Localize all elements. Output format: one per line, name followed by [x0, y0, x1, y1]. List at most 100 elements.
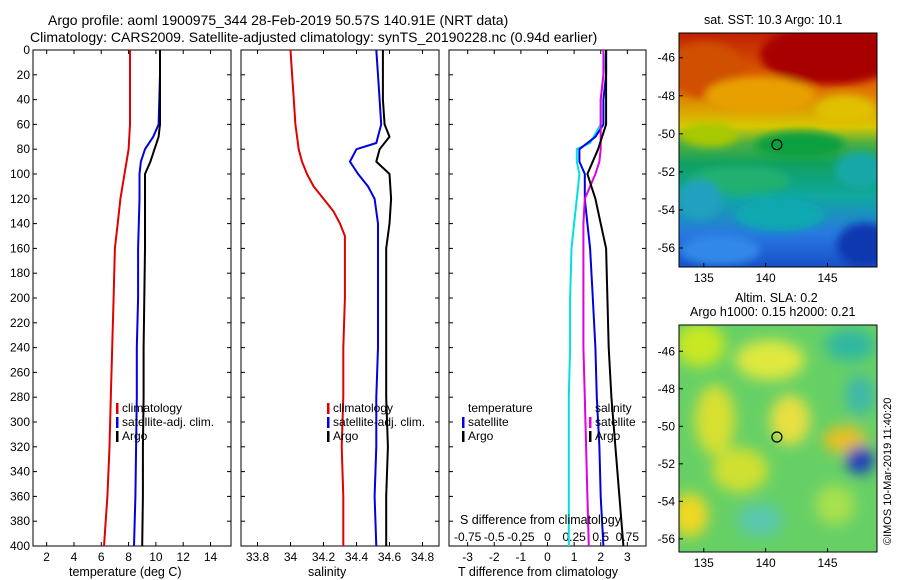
- legend-entry: Argo: [333, 429, 359, 443]
- salinity-panel: 33.8 34 34.2 34.4 34.6 34.8 climatologysatelli…: [240, 49, 440, 579]
- map-ytick-label: -52: [658, 165, 676, 179]
- legend-swatch: [589, 417, 592, 428]
- map-ytick-label: -50: [658, 419, 676, 433]
- legend-swatch: [116, 431, 119, 442]
- sst-map-panel: sat. SST: 10.3 Argo: 10.1 -46 -48 -50 -52 -5…: [658, 13, 878, 285]
- sla-map-image: [679, 325, 877, 552]
- difference-panel-series-temperature-argo: [586, 50, 625, 547]
- map-ytick-label: -46: [658, 344, 676, 358]
- sst-map-title: sat. SST: 10.3 Argo: 10.1: [704, 13, 842, 27]
- legend-entry: Argo: [595, 429, 621, 443]
- salinity-panel-xtick-label: 34.6: [378, 550, 402, 564]
- temperature-panel-xtick-label: 4: [71, 550, 78, 564]
- difference-panel-series-salinity-argo: [582, 50, 605, 547]
- depth-tick-label: 320: [10, 440, 30, 454]
- depth-tick-label: 80: [17, 142, 31, 156]
- depth-tick-label: 200: [10, 291, 30, 305]
- temperature-panel-series-climatology: [103, 50, 131, 547]
- map-ytick-label: -54: [658, 203, 676, 217]
- depth-tick-label: 180: [10, 266, 30, 280]
- legend-entry: climatology: [333, 401, 393, 415]
- legend-swatch: [327, 403, 330, 414]
- sla-map-frame: [678, 324, 878, 553]
- difference-panel-xtick-label: -1: [516, 550, 527, 564]
- map-ytick-label: -56: [658, 532, 676, 546]
- legend-entry: Argo: [122, 429, 148, 443]
- temperature-panel-xtick-label: 6: [98, 550, 105, 564]
- depth-tick-label: 60: [17, 117, 31, 131]
- legend-swatch: [116, 403, 119, 414]
- difference-panel-xtick-label: -3: [462, 550, 473, 564]
- salinity-panel-series-satellite-adj-clim-: [348, 49, 383, 547]
- difference-panel-xtick-label: 2: [597, 550, 604, 564]
- s-diff-tick-label: -0.25: [507, 530, 535, 544]
- temperature-x-axis-label: temperature (deg C): [69, 565, 182, 579]
- legend-swatch: [327, 431, 330, 442]
- legend-entry: salinity: [595, 401, 632, 415]
- figure-title-line2: Climatology: CARS2009. Satellite-adjuste…: [30, 29, 597, 45]
- depth-tick-label: 160: [10, 241, 30, 255]
- depth-tick-label: 380: [10, 514, 30, 528]
- sla-map-panel: Altim. SLA: 0.2 Argo h1000: 0.15 h2000: …: [658, 291, 878, 570]
- legend-entry: Argo: [468, 429, 494, 443]
- salinity-panel-xtick-label: 34.2: [312, 550, 336, 564]
- map-ytick-label: -56: [658, 241, 676, 255]
- difference-panel-xtick-label: 1: [571, 550, 578, 564]
- legend-entry: climatology: [122, 401, 182, 415]
- s-diff-tick-label: -0.5: [484, 530, 505, 544]
- legend-swatch: [462, 431, 465, 442]
- depth-tick-label: 220: [10, 316, 30, 330]
- temperature-panel-xtick-label: 2: [43, 550, 50, 564]
- salinity-panel-xtick-label: 34: [284, 550, 298, 564]
- map-ytick-label: -54: [658, 494, 676, 508]
- legend-swatch: [589, 431, 592, 442]
- map-xtick-label: 145: [817, 271, 837, 285]
- depth-tick-label: 300: [10, 415, 30, 429]
- legend-entry: satellite-adj. clim.: [333, 415, 425, 429]
- temperature-panel-series-argo: [141, 50, 161, 547]
- difference-panel-xtick-label: -2: [489, 550, 500, 564]
- difference-panel-xtick-label: 0: [544, 550, 551, 564]
- salinity-panel-xtick-label: 33.8: [246, 550, 270, 564]
- s-diff-tick-label: 0.25: [562, 530, 586, 544]
- temperature-panel-xtick-label: 12: [177, 550, 191, 564]
- s-diff-tick-label: 0.5: [592, 530, 609, 544]
- temperature-panel-series-satellite-adj-clim-: [133, 50, 161, 547]
- s-diff-tick-label: 0.75: [616, 530, 640, 544]
- difference-x-axis-label: T difference from climatology: [458, 565, 619, 579]
- figure-title-line1: Argo profile: aoml 1900975_344 28-Feb-20…: [48, 12, 508, 28]
- map-ytick-label: -50: [658, 127, 676, 141]
- temperature-panel: 0 20 40 60 80 100 120 140 160 180 200 220 240 260 280 3…: [10, 43, 232, 579]
- depth-tick-label: 140: [10, 217, 30, 231]
- salinity-panel-xtick-label: 34.4: [345, 550, 369, 564]
- map-ytick-label: -48: [658, 382, 676, 396]
- legend-entry: temperature: [468, 401, 533, 415]
- map-ytick-label: -52: [658, 457, 676, 471]
- salinity-panel-series-climatology: [289, 49, 346, 546]
- temperature-panel-xtick-label: 10: [149, 550, 163, 564]
- salinity-x-axis-label: salinity: [308, 565, 347, 579]
- map-xtick-label: 135: [694, 271, 714, 285]
- legend-entry: satellite: [468, 415, 509, 429]
- sla-argo-location-marker: [771, 431, 783, 443]
- depth-tick-label: 280: [10, 390, 30, 404]
- map-ytick-label: -46: [658, 51, 676, 65]
- depth-tick-label: 100: [10, 167, 30, 181]
- sst-map-frame: [678, 32, 878, 268]
- sst-map-image: [679, 33, 877, 267]
- depth-tick-label: 340: [10, 465, 30, 479]
- difference-panel: -3 -2 -1 0 1 2 3 -0.75 -0.5 -0.25 0 0.25 0.5 0.75 temp…: [448, 49, 647, 579]
- imos-credit: ©IMOS 10-Mar-2019 11:40:20: [882, 398, 894, 545]
- difference-secondary-label: S difference from climatology: [460, 513, 622, 527]
- difference-panel-xtick-label: 3: [624, 550, 631, 564]
- depth-tick-label: 240: [10, 341, 30, 355]
- depth-tick-label: 0: [23, 43, 30, 57]
- legend-swatch: [462, 417, 465, 428]
- salinity-panel-xtick-label: 34.8: [411, 550, 435, 564]
- depth-tick-label: 260: [10, 365, 30, 379]
- map-xtick-label: 140: [756, 271, 776, 285]
- map-xtick-label: 140: [756, 556, 776, 570]
- map-xtick-label: 145: [817, 556, 837, 570]
- depth-tick-label: 40: [17, 93, 31, 107]
